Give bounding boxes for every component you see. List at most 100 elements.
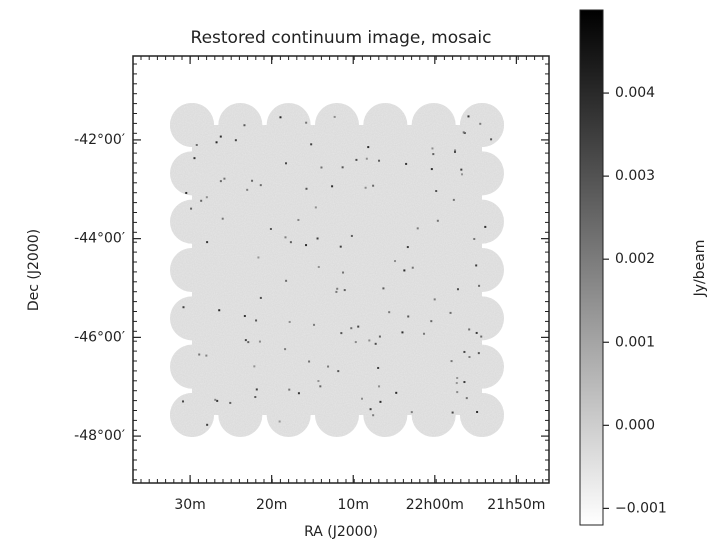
source <box>361 397 364 400</box>
source <box>406 246 409 249</box>
mosaic-pointing <box>266 103 311 147</box>
source <box>405 162 408 165</box>
mosaic-pointing <box>460 296 504 341</box>
source <box>452 198 455 201</box>
source <box>355 158 358 161</box>
source <box>243 124 246 127</box>
source <box>316 237 319 240</box>
x-axis-label: RA (J2000) <box>304 524 378 540</box>
source <box>216 399 219 402</box>
source <box>305 244 308 247</box>
source <box>343 289 346 292</box>
source <box>182 306 185 309</box>
source <box>468 328 471 331</box>
mosaic-pointing <box>315 393 359 437</box>
mosaic-pointing <box>315 103 359 147</box>
source <box>378 335 381 338</box>
colorbar-tick-label: 0.004 <box>615 85 655 101</box>
source <box>372 414 375 417</box>
mosaic-pointing <box>411 393 456 437</box>
source <box>195 143 198 146</box>
mosaic-image <box>170 103 504 437</box>
source <box>327 365 330 368</box>
source <box>462 131 465 134</box>
source <box>350 234 353 237</box>
source <box>388 311 391 314</box>
source <box>269 227 272 230</box>
source <box>305 121 308 124</box>
source <box>476 410 479 413</box>
x-tick-label: 20m <box>256 497 287 513</box>
source <box>450 360 453 363</box>
source <box>478 284 481 287</box>
source <box>206 423 209 426</box>
source <box>317 380 320 383</box>
source <box>259 184 262 187</box>
source <box>468 356 471 359</box>
y-axis-label: Dec (J2000) <box>26 229 42 311</box>
source <box>473 237 476 240</box>
source <box>411 266 414 269</box>
source <box>335 290 338 293</box>
source <box>410 411 413 414</box>
source <box>460 168 463 171</box>
source <box>416 227 419 230</box>
source <box>258 340 261 343</box>
colorbar-tick-label: −0.001 <box>615 500 667 516</box>
source <box>243 315 246 318</box>
source <box>403 269 406 272</box>
mosaic-pointing <box>460 151 504 196</box>
source <box>436 219 439 222</box>
y-tick-label: -48°00′ <box>74 428 125 444</box>
source <box>367 146 370 149</box>
source <box>456 391 459 394</box>
source <box>369 408 372 411</box>
source <box>314 206 317 209</box>
source <box>182 400 185 403</box>
source <box>331 185 334 188</box>
source <box>451 411 454 414</box>
source <box>198 353 201 356</box>
source <box>246 188 249 191</box>
source <box>333 115 336 118</box>
source <box>467 115 470 118</box>
source <box>297 392 300 395</box>
source <box>247 341 250 344</box>
source <box>431 147 434 150</box>
source <box>430 320 433 323</box>
y-tick-label: -42°00′ <box>74 132 125 148</box>
source <box>374 342 377 345</box>
colorbar-tick-label: 0.001 <box>615 334 655 350</box>
mosaic-pointing <box>411 103 456 147</box>
mosaic-pointing <box>218 103 263 147</box>
source <box>310 143 313 146</box>
source <box>288 320 291 323</box>
source <box>342 271 345 274</box>
source <box>234 139 237 142</box>
source <box>433 298 436 301</box>
colorbar-tick-label: 0.002 <box>615 251 655 267</box>
source <box>221 217 224 220</box>
source <box>372 184 375 187</box>
source <box>284 236 287 239</box>
source <box>465 397 468 400</box>
source <box>480 335 483 338</box>
source <box>365 157 368 160</box>
mosaic-pointing <box>460 344 504 389</box>
source <box>339 245 342 248</box>
source <box>317 265 320 268</box>
source <box>215 141 218 144</box>
source <box>479 122 482 125</box>
source <box>218 309 221 312</box>
source <box>364 186 367 189</box>
x-tick-label: 10m <box>338 497 369 513</box>
mosaic-pointing <box>460 199 504 244</box>
source <box>200 199 203 202</box>
source <box>279 116 282 119</box>
source <box>255 319 258 322</box>
source <box>354 341 357 344</box>
source <box>341 166 344 169</box>
source <box>285 279 288 282</box>
source <box>461 173 464 176</box>
